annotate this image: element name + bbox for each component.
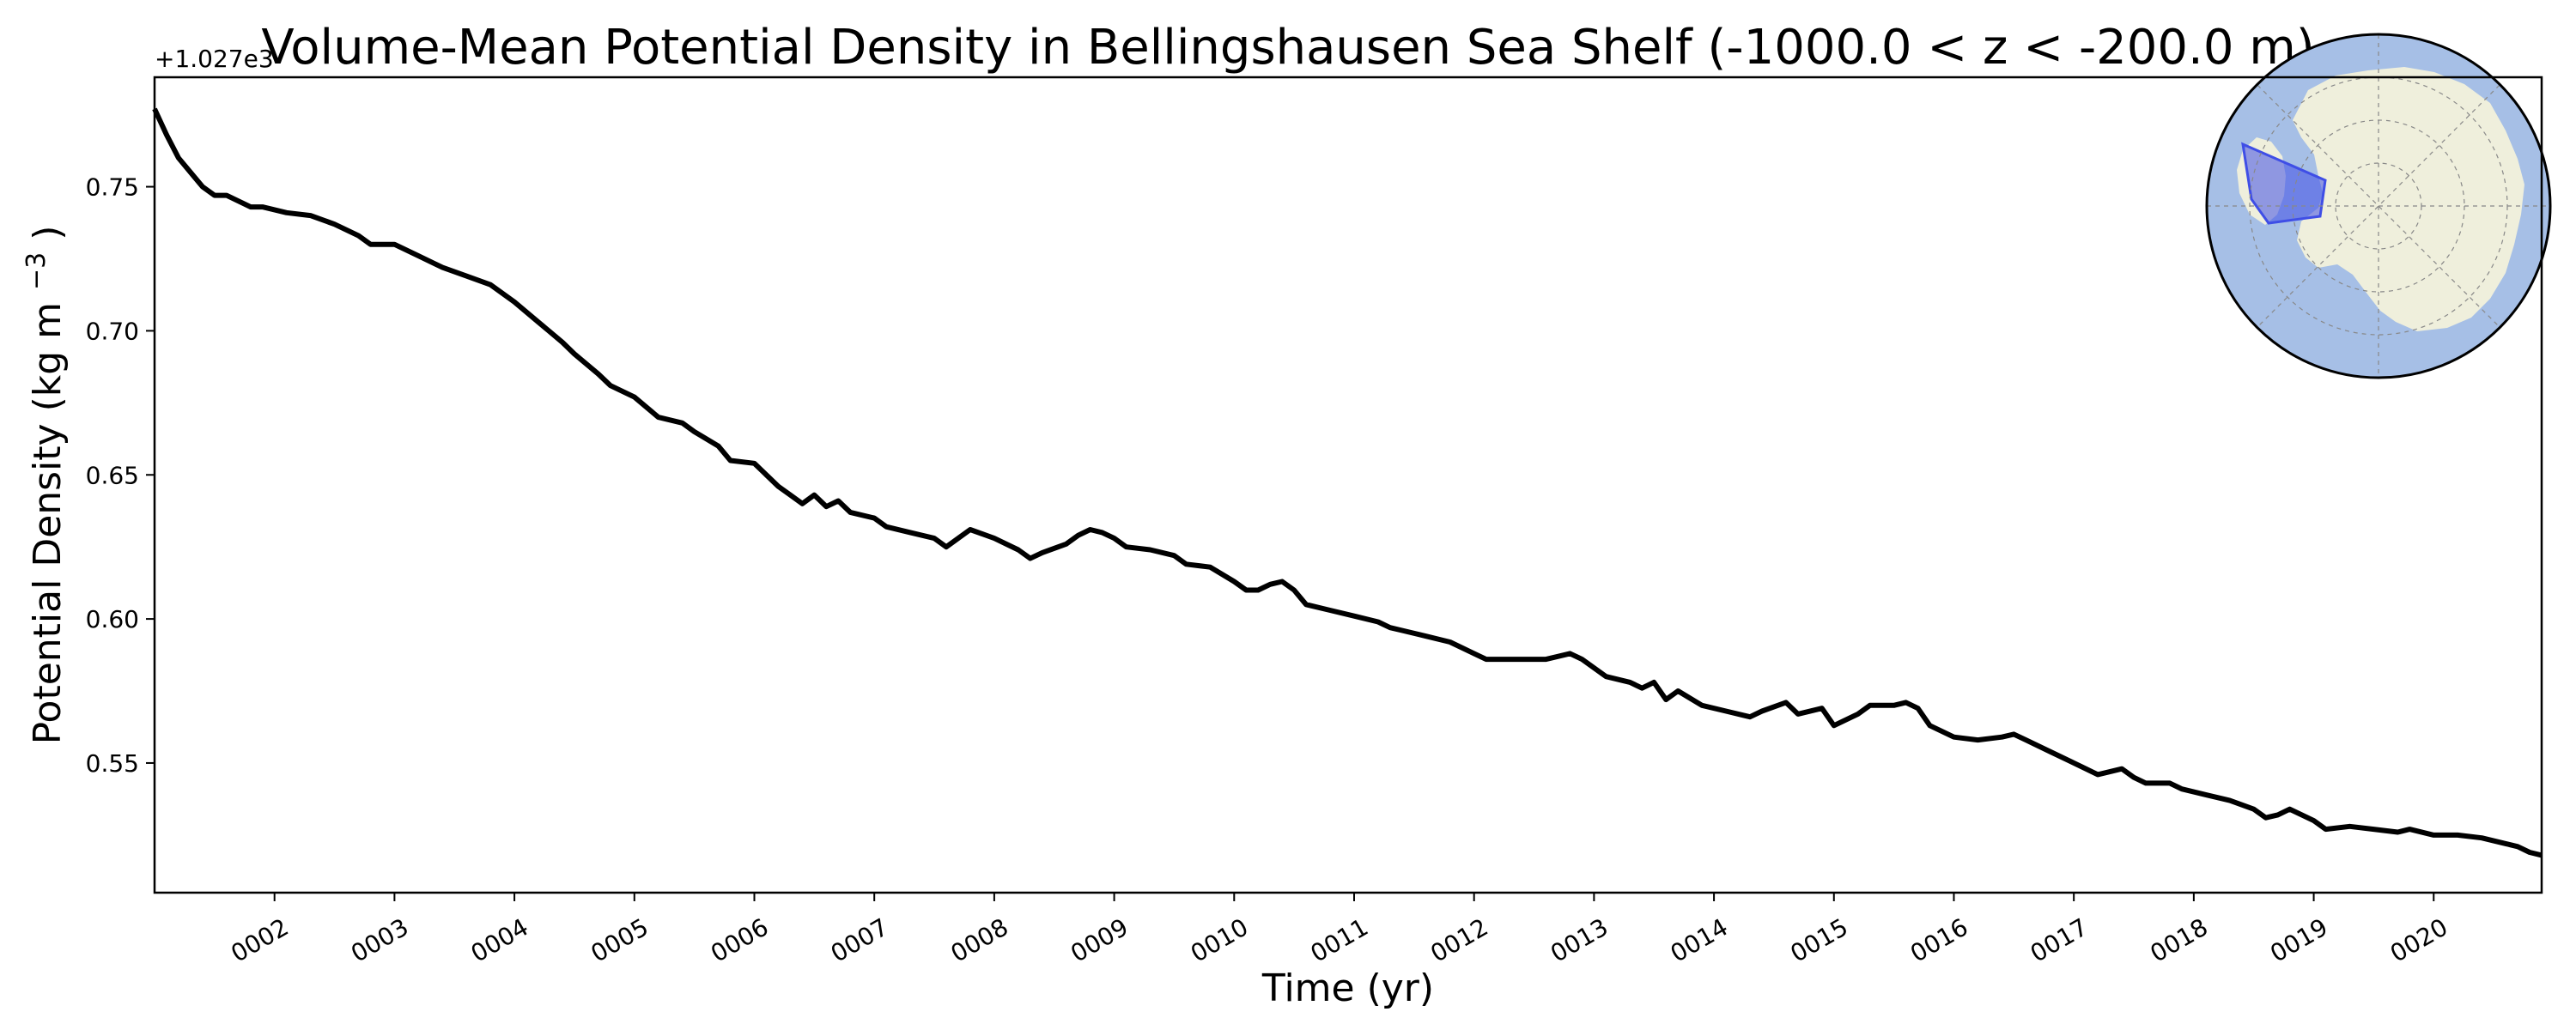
y-tick-label: 0.75: [86, 173, 139, 202]
plot-frame: [153, 76, 2543, 894]
y-axis-label-close: ): [26, 226, 70, 240]
x-axis-label: Time (yr): [1261, 966, 1434, 1010]
y-axis-label-main: Potential Density (kg m: [26, 302, 70, 744]
map-gridlines: [2207, 34, 2550, 378]
map-antarctica-landmass: [2293, 67, 2524, 331]
plot-area: [152, 77, 2543, 893]
y-axis-label: Potential Density (kg m −3 ): [10, 226, 70, 745]
chart-title: Volume-Mean Potential Density in Belling…: [261, 20, 2314, 76]
y-tick-label: 0.55: [86, 749, 139, 778]
map-region-highlight: [2241, 142, 2327, 225]
plot-background: [155, 77, 2542, 893]
series-line: [152, 107, 2543, 858]
y-tick-label: 0.70: [86, 317, 139, 345]
y-tick-label: 0.65: [86, 461, 139, 489]
y-axis-ticks: 0.55 0.60 0.65 0.70 0.75: [86, 173, 155, 778]
y-offset-label: +1.027e3: [155, 45, 274, 73]
y-tick-label: 0.60: [86, 605, 139, 633]
y-axis-label-superscript: −3: [21, 252, 52, 290]
map-border: [2205, 33, 2552, 379]
inset-polar-map: [2205, 33, 2552, 379]
